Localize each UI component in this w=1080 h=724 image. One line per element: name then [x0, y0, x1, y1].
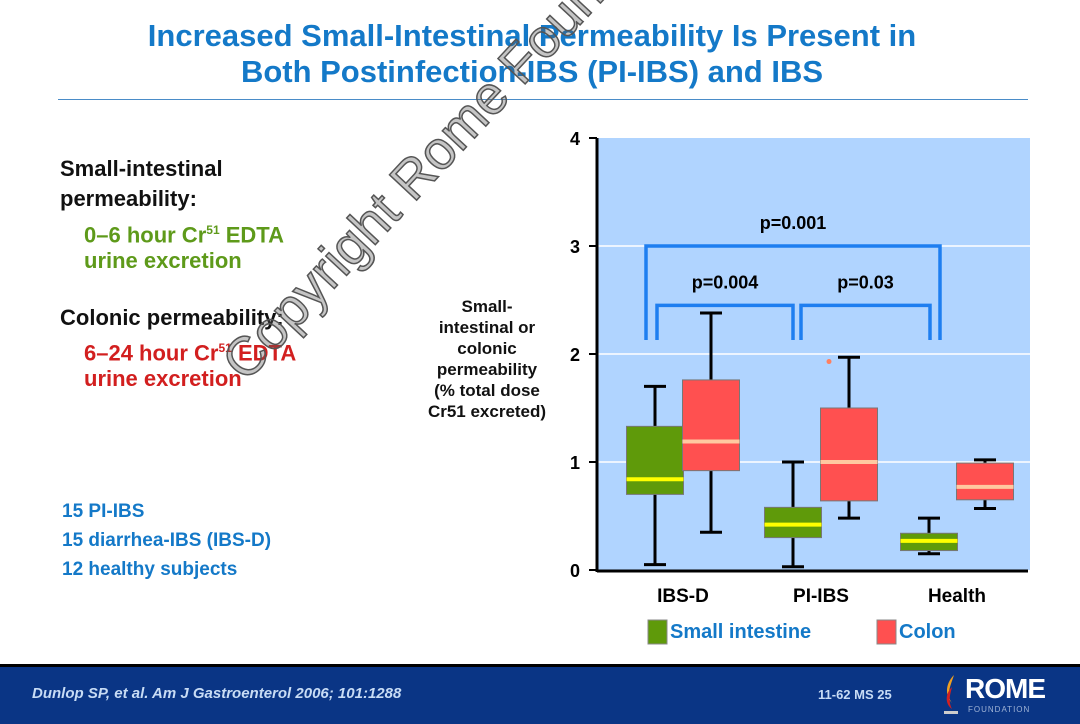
footer-bar: Dunlop SP, et al. Am J Gastroenterol 200… [0, 664, 1080, 724]
subject-item: 15 PI-IBS [62, 501, 145, 522]
colonic-heading: Colonic permeability: [60, 305, 284, 330]
legend-label: Colon [899, 621, 956, 643]
y-tick-label: 3 [570, 237, 580, 257]
box-colon [956, 462, 1014, 501]
x-tick-label: IBS-D [657, 586, 709, 607]
y-tick-label: 2 [570, 345, 580, 365]
y-tick-label: 1 [570, 453, 580, 473]
flame-icon [944, 675, 958, 714]
si-heading: Small-intestinal permeability: [60, 156, 223, 211]
y-tick-label: 0 [570, 561, 580, 581]
x-tick-label: PI-IBS [793, 586, 849, 607]
citation: Dunlop SP, et al. Am J Gastroenterol 200… [32, 685, 402, 702]
si-desc-1: 0–6 hour Cr51 EDTA [84, 222, 284, 248]
y-tick-label: 4 [570, 129, 580, 149]
box-small-intestine [626, 425, 684, 495]
outlier-point [826, 359, 832, 365]
legend-swatch [647, 619, 668, 645]
slide-code: 11-62 MS 25 [818, 687, 892, 702]
title-line-1: Increased Small-Intestinal Permeability … [147, 18, 917, 53]
subject-item: 12 healthy subjects [62, 559, 238, 580]
x-tick-label: Health [928, 586, 986, 607]
y-axis-label: Small-intestinal or colonic permeability (%… [427, 297, 547, 421]
boxplot-chart: 0 1 2 3 4 IBS-D PI-IBS Health p=0.001 p=0.004 p=0.… [570, 129, 1030, 645]
significance-bracket [799, 303, 932, 340]
subject-item: 15 diarrhea-IBS (IBS-D) [62, 530, 272, 551]
si-desc-2: urine excretion [84, 248, 242, 273]
significance-bracket [644, 244, 942, 340]
p-value-label: p=0.001 [760, 213, 827, 233]
slide-title: Increased Small-Intestinal Permeability … [0, 18, 1064, 90]
title-line-2: Both Postinfection-IBS (PI-IBS) and IBS [240, 54, 824, 89]
box-colon [682, 379, 740, 472]
p-value-label: p=0.03 [837, 272, 894, 292]
colonic-desc-1: 6–24 hour Cr51 EDTA [84, 340, 297, 366]
colonic-desc-2: urine excretion [84, 366, 242, 391]
subjects-list: 15 PI-IBS 15 diarrhea-IBS (IBS-D) 12 hea… [62, 497, 271, 584]
legend-label: Small intestine [670, 621, 811, 643]
legend-swatch [876, 619, 897, 645]
box-colon [820, 407, 878, 502]
p-value-label: p=0.004 [692, 272, 759, 292]
box-small-intestine [764, 506, 822, 539]
title-divider [58, 99, 1028, 100]
significance-bracket [655, 303, 795, 340]
